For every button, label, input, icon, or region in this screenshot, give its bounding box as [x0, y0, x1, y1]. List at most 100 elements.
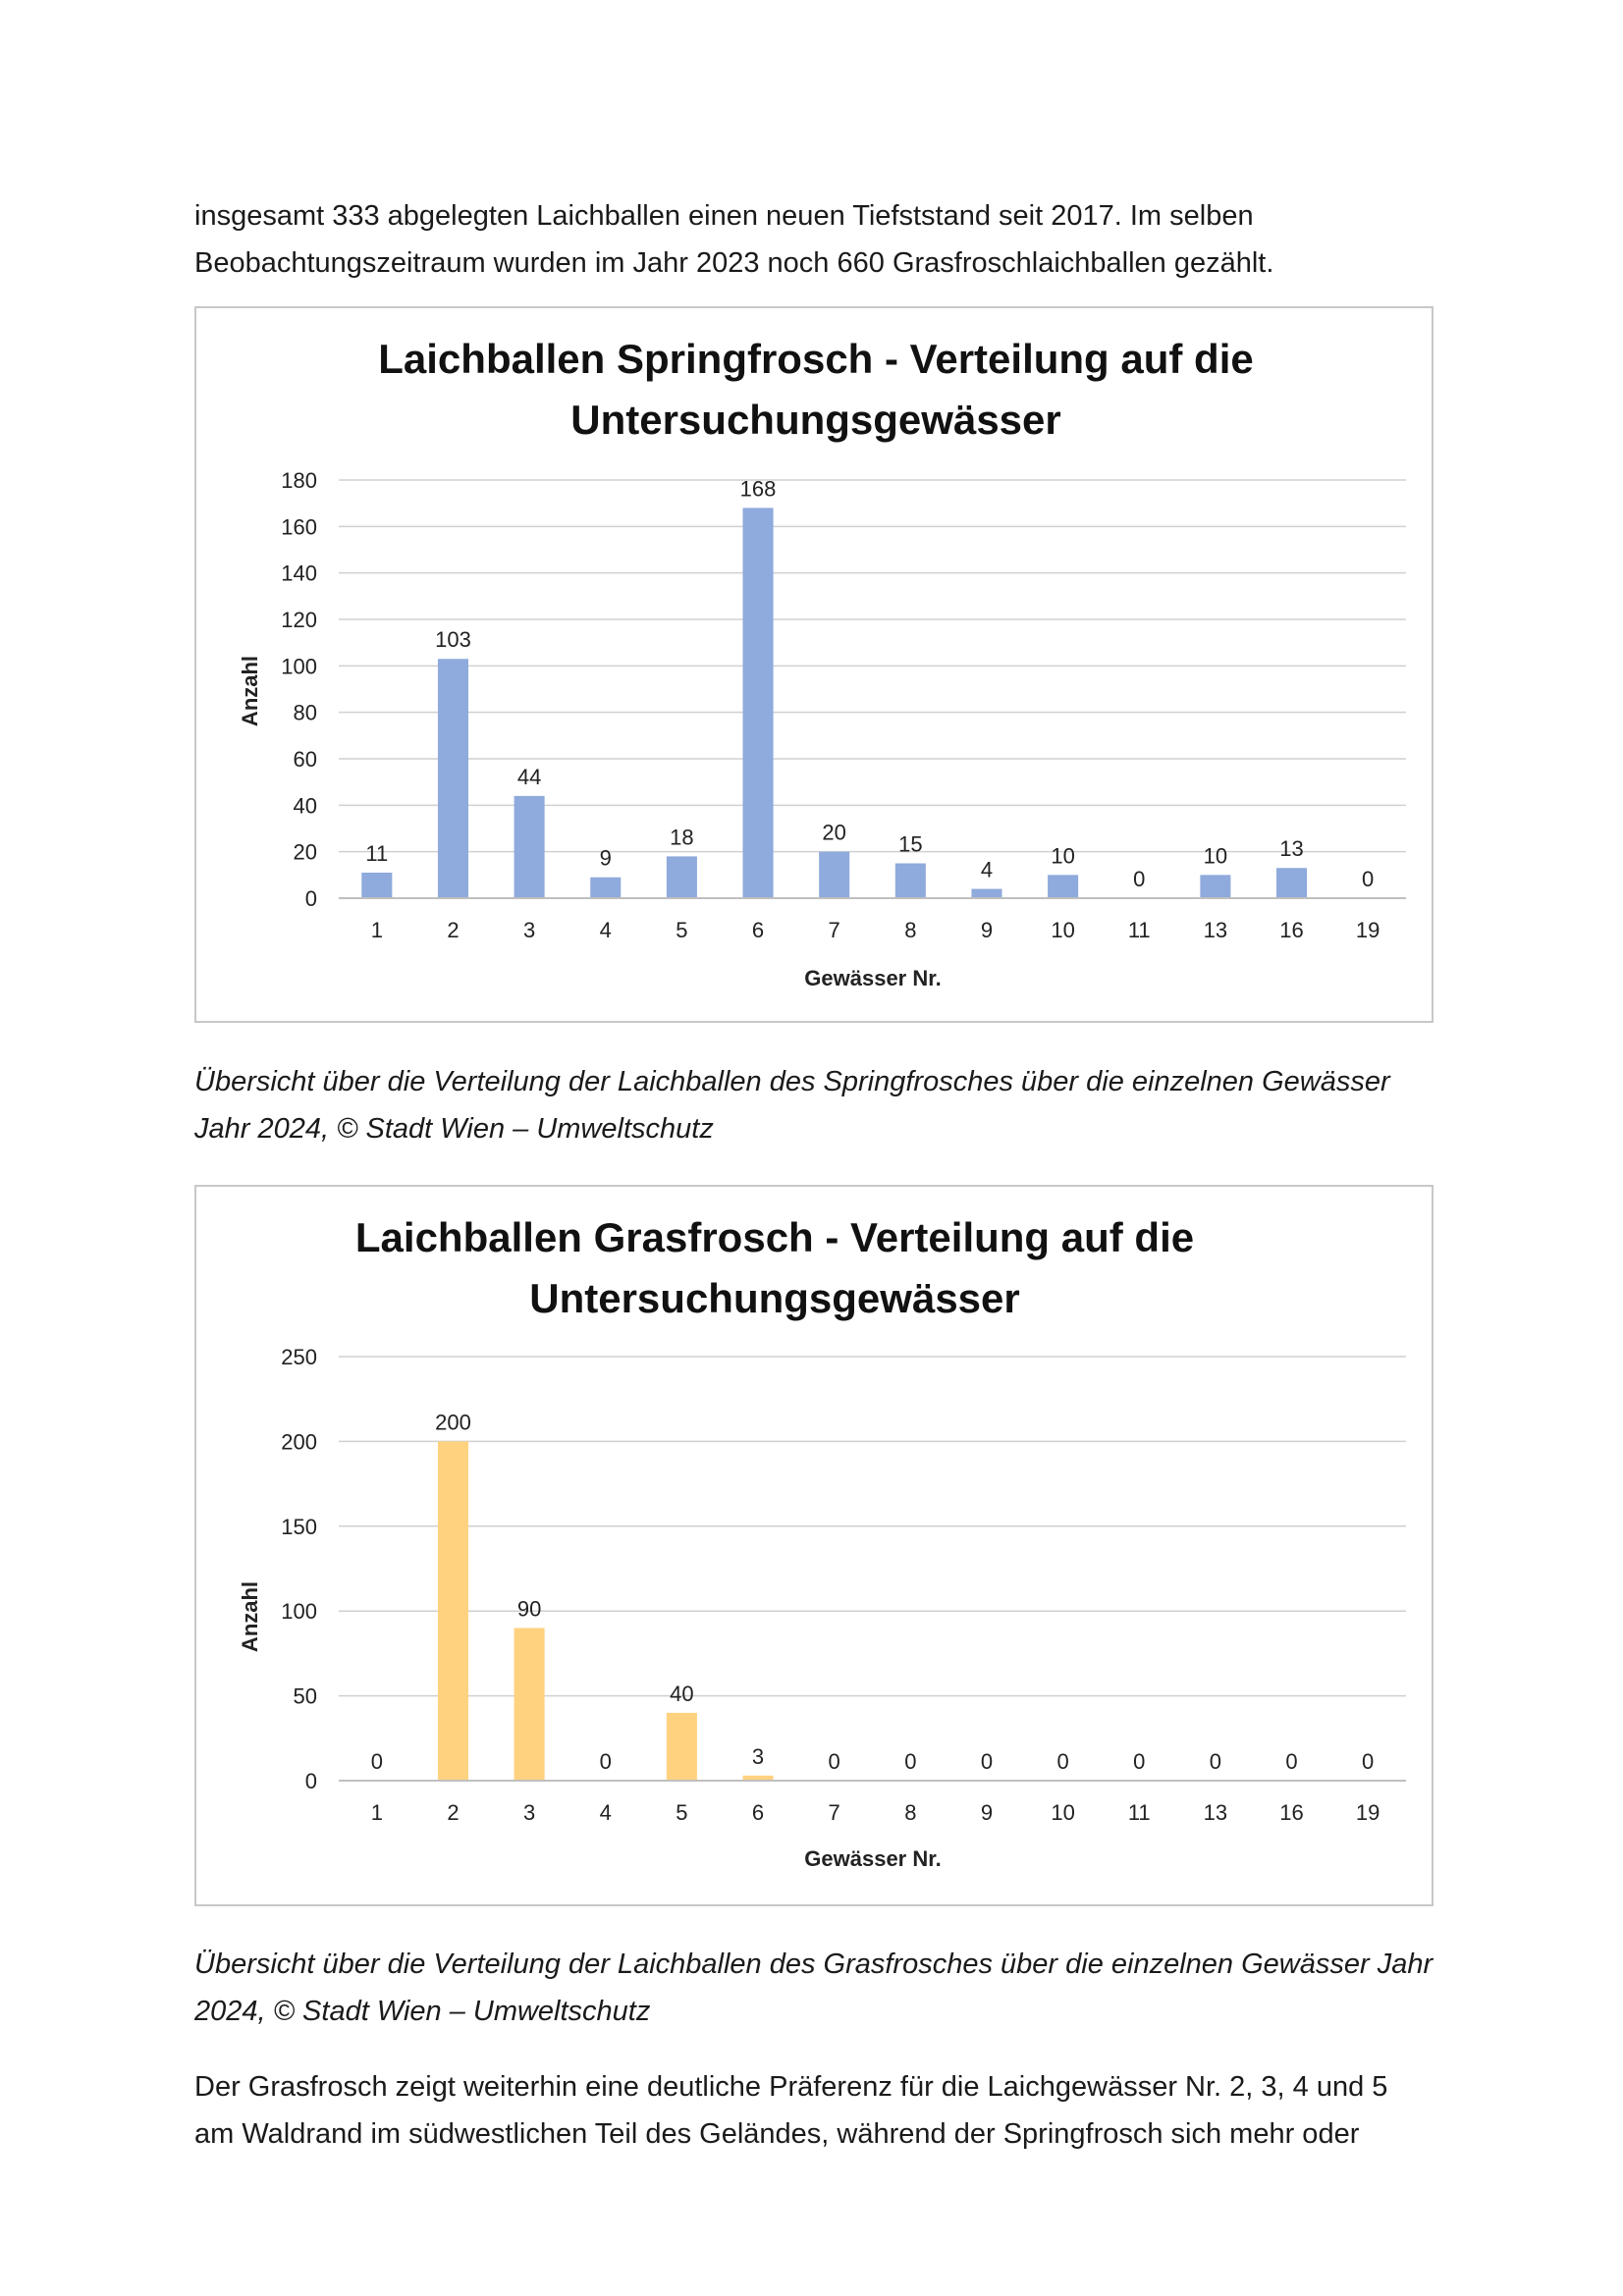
data-label: 3 — [752, 1744, 764, 1769]
data-label: 40 — [670, 1682, 693, 1706]
y-tick-label: 50 — [294, 1684, 317, 1709]
bar — [1200, 875, 1231, 898]
data-label: 20 — [822, 821, 845, 845]
x-tick-label: 2 — [447, 1800, 459, 1825]
y-tick-label: 160 — [281, 514, 317, 539]
y-tick-label: 0 — [305, 886, 317, 911]
outro-line-1: Der Grasfrosch zeigt weiterhin eine deut… — [194, 2071, 1388, 2103]
bar — [1048, 875, 1079, 898]
springfrosch-chart-frame: Laichballen Springfrosch - Verteilung au… — [194, 306, 1434, 1023]
x-tick-label: 4 — [600, 918, 612, 942]
y-axis-label: Anzahl — [238, 656, 262, 726]
data-label: 200 — [435, 1410, 471, 1434]
outro-line-2: am Waldrand im südwestlichen Teil des Ge… — [194, 2118, 1360, 2150]
x-tick-label: 10 — [1051, 918, 1074, 942]
x-tick-label: 6 — [752, 1800, 764, 1825]
y-tick-label: 200 — [281, 1429, 317, 1454]
y-tick-label: 80 — [294, 701, 317, 725]
x-tick-label: 3 — [523, 918, 535, 942]
data-label: 0 — [829, 1749, 840, 1774]
bar — [437, 1441, 468, 1781]
data-label: 0 — [1133, 867, 1145, 891]
y-axis-label: Anzahl — [238, 1581, 262, 1652]
data-label: 0 — [600, 1749, 612, 1774]
x-tick-label: 19 — [1356, 918, 1380, 942]
data-label: 0 — [1362, 1749, 1374, 1774]
x-tick-label: 10 — [1051, 1800, 1074, 1825]
intro-line-1: insgesamt 333 abgelegten Laichballen ein… — [194, 200, 1254, 232]
x-tick-label: 16 — [1279, 1800, 1303, 1825]
data-label: 15 — [898, 832, 922, 857]
bar — [361, 872, 393, 898]
data-label: 0 — [904, 1749, 916, 1774]
x-tick-label: 13 — [1204, 1800, 1227, 1825]
x-tick-label: 8 — [904, 918, 916, 942]
x-tick-label: 9 — [981, 1800, 993, 1825]
y-tick-label: 20 — [294, 840, 317, 865]
y-tick-label: 100 — [281, 654, 317, 678]
chart-title-line-1: Laichballen Springfrosch - Verteilung au… — [378, 336, 1253, 382]
bar — [514, 1628, 545, 1781]
x-tick-label: 4 — [600, 1800, 612, 1825]
x-tick-label: 7 — [829, 1800, 840, 1825]
y-tick-label: 0 — [305, 1769, 317, 1793]
data-label: 4 — [981, 858, 993, 882]
x-tick-label: 5 — [676, 1800, 687, 1825]
chart-title-line-2: Untersuchungsgewässer — [570, 397, 1061, 443]
data-label: 44 — [517, 765, 541, 789]
caption-1-line-2: Jahr 2024, © Stadt Wien – Umweltschutz — [194, 1113, 714, 1145]
data-label: 90 — [517, 1596, 541, 1621]
x-tick-label: 9 — [981, 918, 993, 942]
x-tick-label: 1 — [371, 1800, 383, 1825]
y-tick-label: 40 — [294, 793, 317, 818]
bar — [590, 877, 622, 898]
bar — [742, 1775, 774, 1781]
data-label: 10 — [1051, 843, 1074, 868]
x-axis-label: Gewässer Nr. — [804, 966, 941, 990]
x-tick-label: 13 — [1204, 918, 1227, 942]
x-axis-label: Gewässer Nr. — [804, 1846, 941, 1871]
bar — [742, 507, 774, 898]
intro-line-2: Beobachtungszeitraum wurden im Jahr 2023… — [194, 247, 1274, 279]
springfrosch-bar-chart: Laichballen Springfrosch - Verteilung au… — [238, 336, 1406, 990]
x-tick-label: 19 — [1356, 1800, 1380, 1825]
caption-1-line-1: Übersicht über die Verteilung der Laichb… — [194, 1066, 1390, 1097]
bar — [894, 863, 926, 898]
bar — [819, 851, 850, 898]
caption-2-line-1: Übersicht über die Verteilung der Laichb… — [194, 1949, 1434, 1980]
grasfrosch-chart-frame: Laichballen Grasfrosch - Verteilung auf … — [194, 1185, 1434, 1906]
data-label: 18 — [670, 825, 693, 849]
bar — [1276, 868, 1308, 898]
bar — [971, 888, 1002, 898]
data-label: 0 — [1285, 1749, 1297, 1774]
x-tick-label: 6 — [752, 918, 764, 942]
x-tick-label: 7 — [829, 918, 840, 942]
y-tick-label: 60 — [294, 747, 317, 772]
data-label: 13 — [1279, 836, 1303, 861]
data-label: 0 — [981, 1749, 993, 1774]
caption-2-line-2: 2024, © Stadt Wien – Umweltschutz — [194, 1996, 651, 2027]
data-label: 168 — [740, 476, 777, 501]
bar — [437, 659, 468, 898]
bar — [514, 795, 545, 898]
x-tick-label: 8 — [904, 1800, 916, 1825]
data-label: 0 — [1362, 867, 1374, 891]
x-tick-label: 16 — [1279, 918, 1303, 942]
data-label: 9 — [600, 846, 612, 871]
data-label: 11 — [365, 841, 388, 866]
x-tick-label: 1 — [371, 918, 383, 942]
chart-title-line-2: Untersuchungsgewässer — [529, 1275, 1020, 1321]
data-label: 10 — [1204, 843, 1227, 868]
chart-title-line-1: Laichballen Grasfrosch - Verteilung auf … — [355, 1214, 1194, 1260]
y-tick-label: 120 — [281, 608, 317, 632]
data-label: 0 — [371, 1749, 383, 1774]
x-tick-label: 3 — [523, 1800, 535, 1825]
x-tick-label: 11 — [1128, 1800, 1151, 1825]
bar — [666, 1712, 697, 1781]
plot-area: 0204060801001201401601801111032443941851… — [281, 468, 1406, 942]
data-label: 0 — [1133, 1749, 1145, 1774]
plot-area: 0501001502002500120029030440536070809010… — [281, 1345, 1406, 1825]
data-label: 0 — [1056, 1749, 1068, 1774]
data-label: 103 — [435, 627, 471, 652]
x-tick-label: 11 — [1128, 918, 1151, 942]
